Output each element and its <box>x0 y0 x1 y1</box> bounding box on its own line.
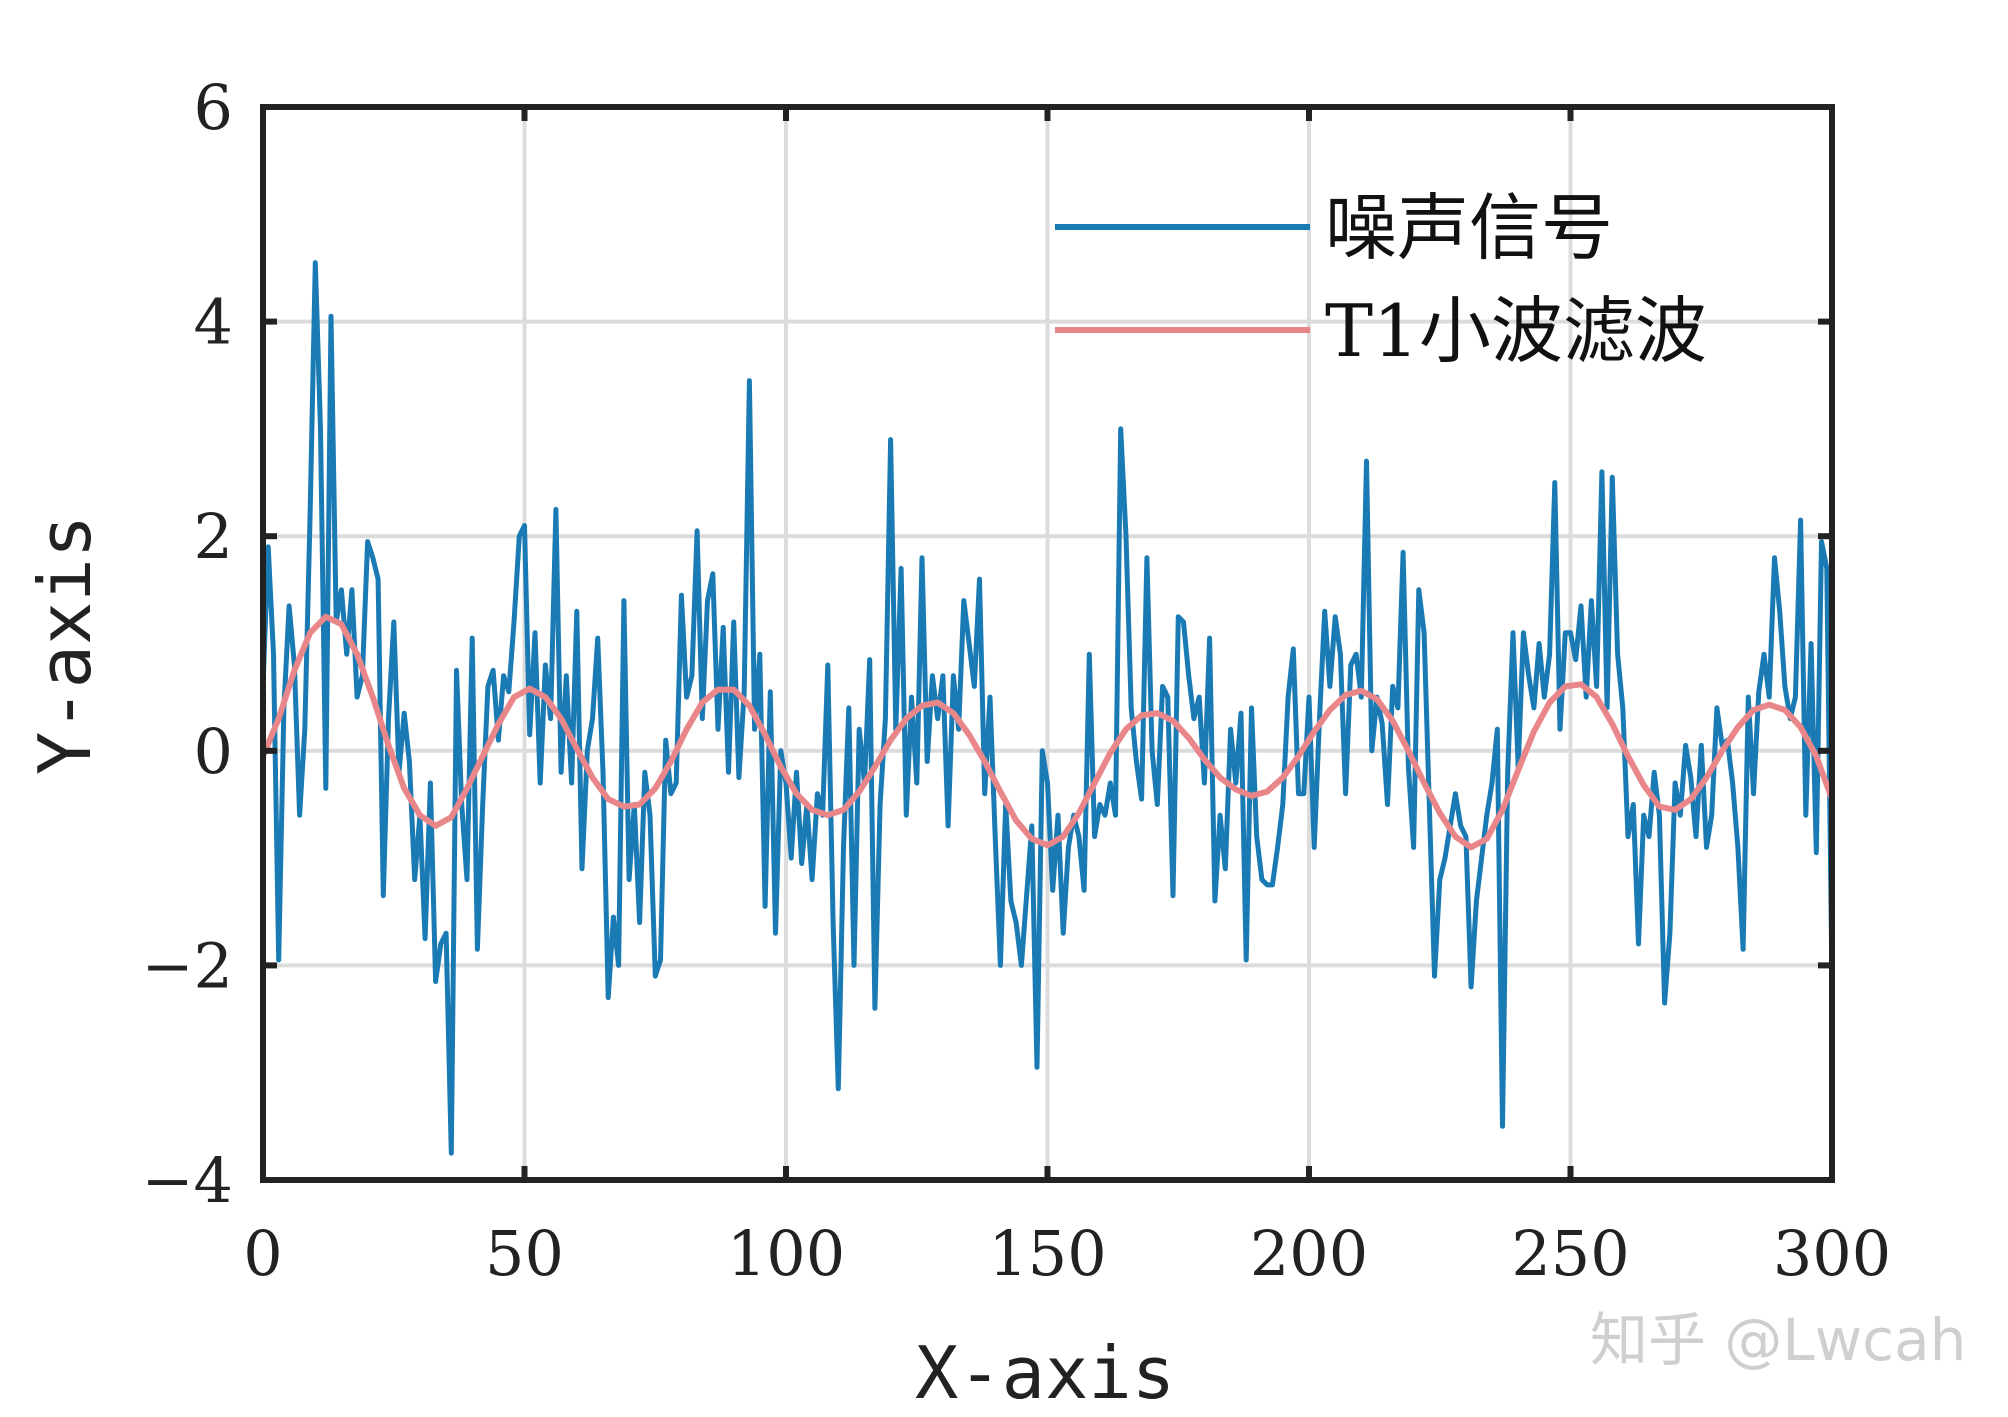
series-noisy-signal-line <box>263 260 1832 1156</box>
x-tick-label: 200 <box>1250 1217 1368 1290</box>
x-tick-label: 150 <box>988 1217 1106 1290</box>
y-tick-label: −4 <box>142 1144 233 1217</box>
y-tick-label: −2 <box>142 929 233 1002</box>
watermark: 知乎 @Lwcah <box>1590 1306 1966 1374</box>
y-tick-label: 6 <box>194 71 233 144</box>
legend: 噪声信号 T1小波滤波 <box>1055 186 1707 373</box>
axis-ticks <box>260 104 1835 1183</box>
series-wavelet-filter-line <box>263 613 1832 851</box>
x-axis-label: X-axis <box>915 1331 1175 1415</box>
y-axis-label: Y-axis <box>23 515 107 775</box>
x-tick-label: 300 <box>1773 1217 1891 1290</box>
x-tick-label: 50 <box>485 1217 564 1290</box>
y-tick-label: 0 <box>194 715 233 788</box>
legend-label-noisy-signal: 噪声信号 <box>1325 186 1613 270</box>
legend-label-wavelet-filter: T1小波滤波 <box>1325 289 1707 373</box>
y-tick-label: 4 <box>194 286 233 359</box>
tick-labels: 0 50 100 150 200 250 300 −4 −2 0 2 4 6 <box>142 71 1892 1290</box>
x-tick-label: 100 <box>727 1217 845 1290</box>
x-tick-label: 0 <box>243 1217 282 1290</box>
x-tick-label: 250 <box>1511 1217 1629 1290</box>
series-layer <box>263 260 1832 1156</box>
y-tick-label: 2 <box>194 500 233 573</box>
